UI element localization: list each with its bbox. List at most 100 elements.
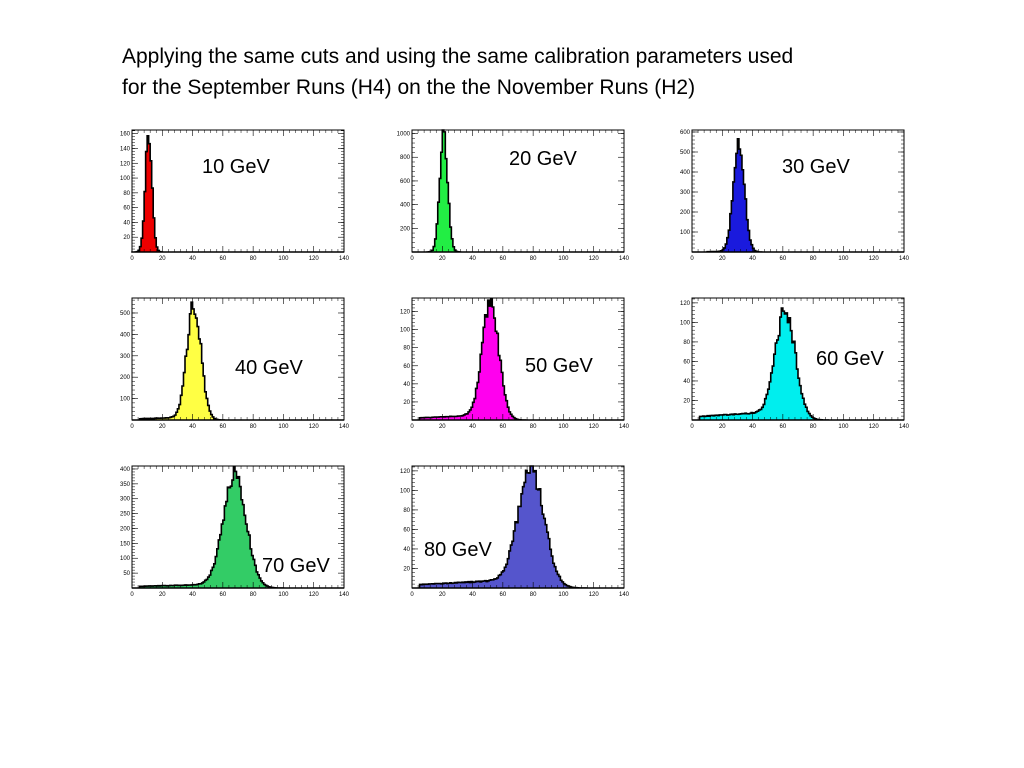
histogram-panel-50gev: 0 20 40 60 80 100 120 140 20 40 60 80 100 120 50 GeV bbox=[394, 294, 634, 434]
x-tick-label: 20 bbox=[439, 592, 446, 598]
x-tick-label: 60 bbox=[780, 256, 787, 262]
x-tick-label: 140 bbox=[339, 256, 350, 262]
y-tick-label: 140 bbox=[120, 146, 131, 152]
x-tick-label: 100 bbox=[278, 256, 289, 262]
y-tick-label: 100 bbox=[120, 176, 131, 182]
y-tick-label: 100 bbox=[400, 328, 411, 334]
x-tick-label: 120 bbox=[869, 256, 880, 262]
x-tick-label: 100 bbox=[838, 256, 849, 262]
x-tick-label: 60 bbox=[220, 592, 227, 598]
x-tick-label: 120 bbox=[309, 424, 320, 430]
x-tick-label: 80 bbox=[250, 424, 257, 430]
y-tick-label: 60 bbox=[123, 206, 130, 212]
x-tick-label: 140 bbox=[339, 424, 350, 430]
plot-frame bbox=[411, 297, 625, 421]
y-tick-label: 120 bbox=[120, 161, 131, 167]
y-tick-label: 400 bbox=[680, 170, 691, 176]
x-tick-label: 0 bbox=[690, 424, 694, 430]
x-tick-label: 40 bbox=[469, 592, 476, 598]
energy-label-80gev: 80 GeV bbox=[424, 539, 492, 561]
plot-frame bbox=[691, 297, 905, 421]
plot-frame bbox=[131, 129, 345, 253]
histogram-bars bbox=[412, 465, 624, 589]
y-tick-label: 200 bbox=[680, 210, 691, 216]
y-tick-label: 20 bbox=[123, 235, 130, 241]
x-tick-label: 40 bbox=[469, 424, 476, 430]
y-tick-label: 600 bbox=[680, 130, 691, 136]
y-tick-label: 300 bbox=[680, 190, 691, 196]
x-tick-label: 40 bbox=[749, 424, 756, 430]
plot-frame bbox=[411, 129, 625, 253]
energy-label-60gev: 60 GeV bbox=[816, 348, 884, 370]
slide-title: Applying the same cuts and using the sam… bbox=[122, 41, 922, 103]
histogram-bars bbox=[131, 134, 344, 253]
x-tick-label: 100 bbox=[838, 424, 849, 430]
x-tick-label: 40 bbox=[189, 256, 196, 262]
histogram-panel-60gev: 0 20 40 60 80 100 120 140 20 40 60 80 100 120 60 GeV bbox=[674, 294, 914, 434]
y-tick-label: 200 bbox=[120, 375, 131, 381]
x-tick-label: 20 bbox=[439, 256, 446, 262]
x-tick-label: 20 bbox=[159, 424, 166, 430]
x-tick-label: 120 bbox=[589, 256, 600, 262]
y-tick-label: 400 bbox=[120, 332, 131, 338]
energy-label-30gev: 30 GeV bbox=[782, 156, 850, 178]
x-tick-label: 60 bbox=[500, 592, 507, 598]
y-tick-label: 60 bbox=[403, 364, 410, 370]
x-tick-label: 40 bbox=[189, 424, 196, 430]
histogram-20gev-plot: 0 20 40 60 80 100 120 140 200 400 600 800 1000 bbox=[397, 129, 630, 262]
slide-title-line-1: Applying the same cuts and using the sam… bbox=[122, 45, 794, 68]
x-tick-label: 0 bbox=[410, 256, 414, 262]
x-tick-label: 120 bbox=[589, 424, 600, 430]
y-tick-label: 500 bbox=[120, 311, 131, 317]
x-tick-label: 100 bbox=[278, 592, 289, 598]
x-tick-label: 60 bbox=[220, 424, 227, 430]
plot-frame bbox=[131, 297, 345, 421]
x-tick-label: 120 bbox=[309, 256, 320, 262]
y-tick-label: 60 bbox=[403, 527, 410, 533]
histogram-panel-70gev: 0 20 40 60 80 100 120 140 50 100 150 200 250 300 350 40… bbox=[114, 462, 354, 602]
y-tick-label: 200 bbox=[400, 226, 411, 232]
y-tick-label: 350 bbox=[120, 482, 131, 488]
x-tick-label: 60 bbox=[500, 424, 507, 430]
x-tick-label: 80 bbox=[530, 592, 537, 598]
y-tick-label: 80 bbox=[403, 346, 410, 352]
x-tick-label: 100 bbox=[558, 256, 569, 262]
x-tick-label: 120 bbox=[589, 592, 600, 598]
y-tick-label: 100 bbox=[400, 488, 411, 494]
y-tick-label: 100 bbox=[680, 230, 691, 236]
x-tick-label: 140 bbox=[619, 592, 630, 598]
x-tick-label: 0 bbox=[690, 256, 694, 262]
y-tick-label: 150 bbox=[120, 541, 131, 547]
x-tick-label: 140 bbox=[619, 256, 630, 262]
x-tick-label: 0 bbox=[410, 592, 414, 598]
x-tick-label: 20 bbox=[719, 424, 726, 430]
x-tick-label: 60 bbox=[780, 424, 787, 430]
x-tick-label: 20 bbox=[439, 424, 446, 430]
histogram-30gev-plot: 0 20 40 60 80 100 120 140 100 200 300 400 500 600 bbox=[680, 129, 910, 262]
y-tick-label: 500 bbox=[680, 150, 691, 156]
y-tick-label: 120 bbox=[680, 301, 691, 307]
y-tick-label: 20 bbox=[683, 398, 690, 404]
y-tick-label: 120 bbox=[400, 310, 411, 316]
histogram-10gev-plot: 0 20 40 60 80 100 120 140 20 40 60 80 100 120 140 160 bbox=[120, 129, 350, 262]
x-tick-label: 80 bbox=[530, 256, 537, 262]
energy-label-70gev: 70 GeV bbox=[262, 555, 330, 577]
histogram-60gev-plot: 0 20 40 60 80 100 120 140 20 40 60 80 100 120 bbox=[680, 297, 910, 430]
plot-frame bbox=[131, 465, 345, 589]
y-tick-label: 160 bbox=[120, 132, 131, 138]
y-tick-label: 800 bbox=[400, 155, 411, 161]
x-tick-label: 120 bbox=[309, 592, 320, 598]
x-tick-label: 0 bbox=[130, 424, 134, 430]
x-tick-label: 0 bbox=[130, 592, 134, 598]
y-tick-label: 50 bbox=[123, 571, 130, 577]
y-tick-label: 40 bbox=[123, 220, 130, 226]
x-tick-label: 80 bbox=[250, 256, 257, 262]
histogram-panel-80gev: 0 20 40 60 80 100 120 140 20 40 60 80 100 120 80 GeV bbox=[394, 462, 634, 602]
x-tick-label: 100 bbox=[558, 592, 569, 598]
y-tick-label: 300 bbox=[120, 497, 131, 503]
x-tick-label: 60 bbox=[500, 256, 507, 262]
y-tick-label: 80 bbox=[123, 191, 130, 197]
x-tick-label: 20 bbox=[159, 256, 166, 262]
x-tick-label: 40 bbox=[469, 256, 476, 262]
histogram-70gev-plot: 0 20 40 60 80 100 120 140 50 100 150 200 250 300 350 40… bbox=[120, 465, 350, 598]
